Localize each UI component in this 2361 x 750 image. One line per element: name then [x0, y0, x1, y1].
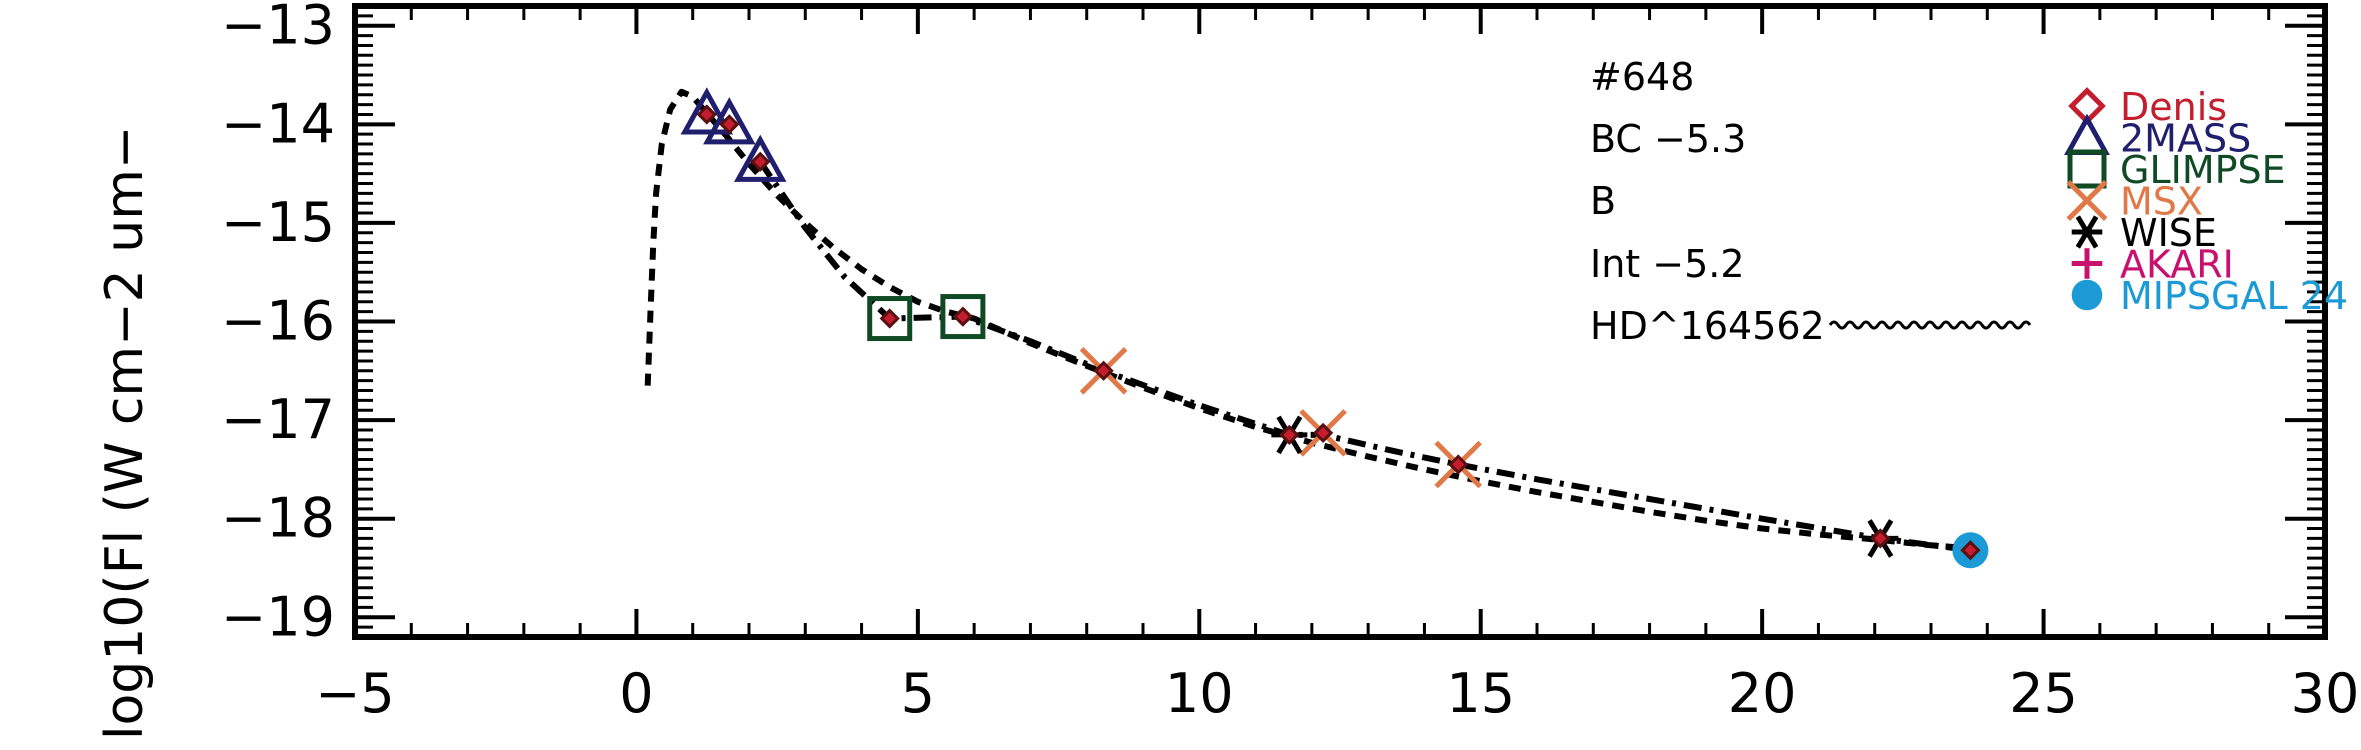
legend-marker-wise [2071, 215, 2103, 249]
point-2mass [680, 87, 734, 135]
point-denis [1960, 540, 1981, 561]
annotation-band: B [1590, 179, 1616, 223]
y-tick-label: −17 [221, 388, 335, 451]
model-curve-dashed [644, 88, 1971, 552]
legend-marker-mipsgal-24 [2071, 279, 2103, 311]
point-denis-shape [1312, 422, 1334, 444]
x-tick-label: 0 [619, 662, 653, 725]
legend-label-akari: AKARI [2120, 243, 2234, 287]
point-denis [750, 151, 771, 172]
legend-marker-glimpse [2067, 149, 2107, 189]
point-denis-shape [719, 114, 740, 135]
point-denis [879, 308, 900, 329]
legend-label-mipsgal-24: MIPSGAL 24 [2120, 274, 2348, 318]
point-denis-shape [1960, 540, 1981, 561]
point-2mass-shape [703, 97, 756, 145]
point-glimpse-shape [867, 296, 913, 342]
legend-label-denis: Denis [2120, 85, 2227, 129]
y-tick-label: −18 [221, 487, 335, 550]
point-denis-shape [1870, 528, 1891, 549]
point-glimpse [940, 294, 986, 340]
point-2mass-shape [734, 134, 787, 182]
point-denis-shape [879, 308, 900, 329]
data-markers [680, 87, 1989, 569]
annotation-wavy-underline [1828, 320, 2032, 330]
legend-marker-2mass-shape [2064, 113, 2110, 155]
x-tick-label: 20 [1728, 662, 1797, 725]
point-2mass [703, 97, 756, 145]
point-glimpse [867, 296, 913, 342]
legend-marker-2mass [2064, 113, 2110, 155]
x-tick-label: 10 [1165, 662, 1234, 725]
point-2mass [734, 134, 787, 182]
annotation-bc: BC −5.3 [1590, 117, 1746, 161]
point-denis-shape [750, 151, 771, 172]
point-denis [1279, 424, 1300, 446]
legend-marker-akari [2071, 248, 2103, 279]
x-tick-label: 30 [2291, 662, 2360, 725]
y-tick-label: −13 [221, 0, 335, 57]
point-denis-shape [1093, 360, 1114, 381]
axes: −5 0 5 10 15 20 25 30 −13 −14 −15 −16 −17 −18 −19 [221, 0, 2359, 725]
y-axis-label: log10(Fl (W cm−2 um− [95, 126, 155, 740]
point-denis [1448, 454, 1469, 475]
x-tick-label: 5 [901, 662, 935, 725]
legend-label-glimpse: GLIMPSE [2120, 148, 2286, 192]
y-tick-label: −19 [221, 585, 335, 648]
point-denis-shape [696, 104, 717, 125]
y-tick-label: −14 [221, 92, 335, 155]
point-denis [1093, 360, 1114, 381]
point-denis [1870, 528, 1891, 549]
point-denis [952, 306, 974, 327]
fit-curve-dashdot [757, 160, 1971, 554]
annotation-star-name: HD^164562 [1590, 304, 1825, 348]
legend-marker-msx-stroke-b [2066, 180, 2108, 221]
x-tick-label: 15 [1446, 662, 1515, 725]
annotations: #648 BC −5.3 B Int −5.2 HD^164562 log10(… [95, 55, 2032, 740]
legend-label-2mass: 2MASS [2120, 117, 2251, 161]
legend-marker-wise-stroke-c [2075, 215, 2099, 249]
point-denis-shape [1448, 454, 1469, 475]
point-denis [719, 114, 740, 135]
y-tick-label: −16 [221, 290, 335, 353]
annotation-star-id: #648 [1590, 55, 1694, 99]
legend-label-msx: MSX [2120, 180, 2203, 224]
point-denis-shape [1279, 424, 1300, 446]
point-2mass-shape [680, 87, 734, 135]
legend-marker-mipsgal-24-shape [2071, 279, 2103, 311]
point-denis-shape [952, 306, 974, 327]
x-tick-label: −5 [315, 662, 395, 725]
annotation-int: Int −5.2 [1590, 242, 1745, 286]
legend-marker-glimpse-shape [2067, 149, 2107, 189]
y-tick-label: −15 [221, 191, 335, 254]
point-denis [696, 104, 717, 125]
x-tick-label: 25 [2009, 662, 2078, 725]
point-glimpse-shape [940, 294, 986, 340]
legend-label-wise: WISE [2120, 211, 2217, 255]
point-denis [1312, 422, 1334, 444]
legend-marker-msx [2066, 180, 2108, 221]
